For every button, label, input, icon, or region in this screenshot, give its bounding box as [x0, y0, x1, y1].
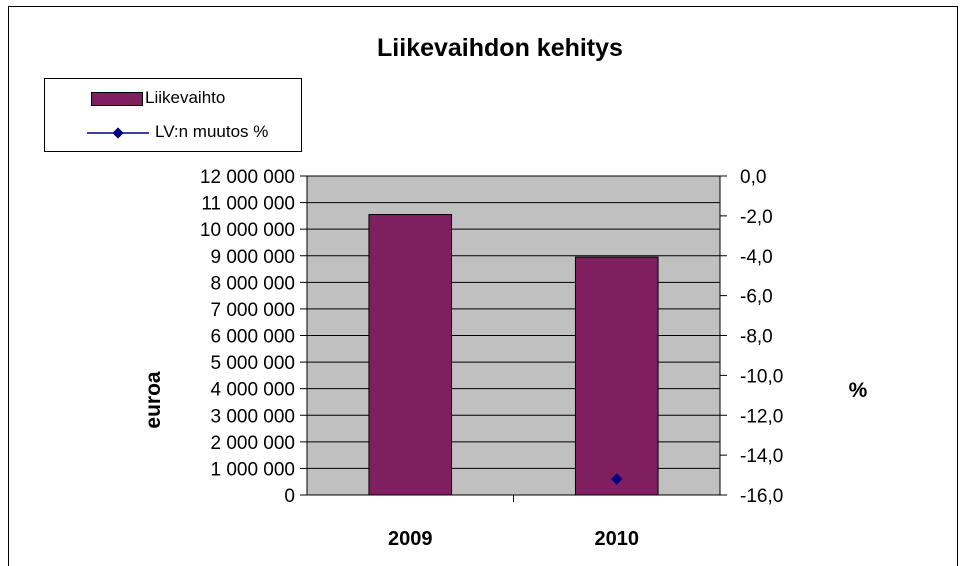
- y2-tick-label: -4,0: [740, 247, 773, 268]
- y2-tick-label: -8,0: [740, 327, 773, 348]
- y-tick-label: 9 000 000: [210, 247, 295, 268]
- y-tick-label: 7 000 000: [210, 300, 295, 321]
- y-tick-label: 1 000 000: [210, 459, 295, 480]
- y2-tick-label: -12,0: [740, 406, 783, 427]
- y-tick-label: 5 000 000: [210, 353, 295, 374]
- chart-title: Liikevaihdon kehitys: [377, 34, 623, 62]
- bar-liikevaihto-2009: [368, 214, 453, 496]
- y-tick-label: 4 000 000: [210, 380, 295, 401]
- legend-label-lv-muutos: LV:n muutos %: [155, 122, 269, 141]
- y-axis-title: euroa: [142, 371, 165, 429]
- chart-frame: [8, 6, 958, 566]
- marker-lv-muutos-2010: [611, 473, 623, 485]
- legend-label-liikevaihto: Liikevaihto: [145, 88, 226, 107]
- x-tick-label: 2010: [595, 528, 640, 550]
- y2-tick-label: -14,0: [740, 446, 783, 467]
- chart-legend: Liikevaihto LV:n muutos %: [44, 78, 302, 152]
- y2-tick-label: -10,0: [740, 366, 783, 387]
- bar-liikevaihto-2010: [574, 256, 659, 496]
- legend-bar-swatch: [91, 92, 143, 106]
- y-tick-label: 0: [284, 486, 295, 507]
- y2-axis-title: %: [849, 379, 868, 402]
- x-tick-label: 2009: [388, 528, 433, 550]
- y-tick-label: 10 000 000: [200, 220, 295, 241]
- y2-tick-label: 0,0: [740, 167, 766, 188]
- y-tick-label: 3 000 000: [210, 406, 295, 427]
- y-tick-label: 8 000 000: [210, 273, 295, 294]
- y-tick-label: 11 000 000: [201, 194, 295, 215]
- y2-tick-label: -6,0: [740, 287, 773, 308]
- y-tick-label: 2 000 000: [210, 433, 295, 454]
- y2-tick-label: -2,0: [740, 207, 773, 228]
- y-tick-label: 6 000 000: [210, 327, 295, 348]
- y2-tick-label: -16,0: [740, 486, 783, 507]
- y-tick-label: 12 000 000: [200, 167, 295, 188]
